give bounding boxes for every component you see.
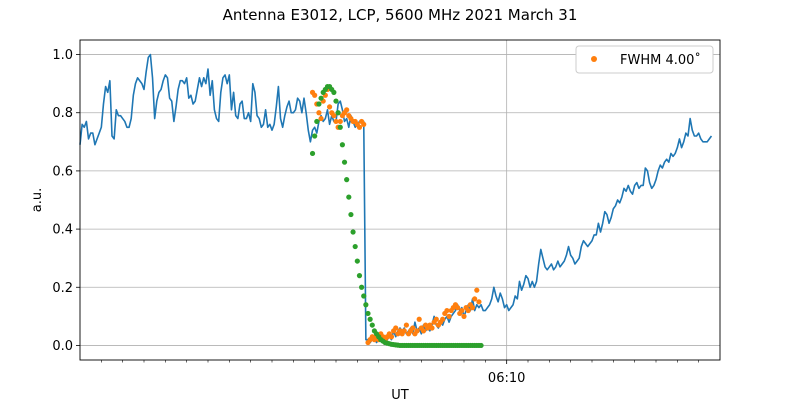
- y-tick-label: 0.6: [52, 164, 73, 179]
- grid-layer: [80, 40, 720, 360]
- series-1-point: [469, 305, 476, 311]
- series-2-point: [309, 150, 316, 157]
- series-2-point: [318, 95, 324, 101]
- series-1-point: [388, 334, 395, 340]
- series-1-point: [459, 307, 465, 314]
- series-1-point: [401, 328, 407, 334]
- axes-layer: 0.0 0.2 0.4 0.6 0.8 1.0 06:10: [52, 39, 721, 386]
- series-2-point: [344, 177, 350, 183]
- series-line-0: [79, 53, 713, 344]
- chart-title: Antenna E3012, LCP, 5600 MHz 2021 March …: [223, 6, 578, 24]
- series-2-point: [316, 101, 322, 107]
- series-2-point: [341, 159, 348, 165]
- series-1-point: [440, 316, 446, 322]
- y-tick-label: 0.8: [52, 106, 73, 121]
- series-1-point: [410, 325, 416, 331]
- series-2-point: [356, 273, 363, 279]
- series-2-point: [363, 302, 369, 308]
- series-1-point: [344, 107, 350, 113]
- series-1-point: [474, 287, 480, 293]
- plot-frame-border: [79, 39, 721, 361]
- series-1-point: [331, 113, 337, 119]
- series-1-point: [393, 325, 399, 331]
- series-1-point: [465, 307, 471, 314]
- legend-label-fwhm: FWHM 4.00˚: [620, 52, 701, 68]
- series-2-point: [359, 284, 365, 290]
- series-2-point: [335, 110, 341, 116]
- series-1-point: [316, 110, 322, 116]
- series-1-point: [455, 305, 461, 311]
- series-1-point: [312, 92, 318, 98]
- series-2-point: [312, 133, 318, 139]
- series-1-point: [414, 328, 420, 334]
- series-2-point: [365, 310, 371, 317]
- series-1-point: [333, 118, 339, 125]
- y-tick-label: 1.0: [52, 48, 73, 63]
- series-1-point: [416, 316, 422, 322]
- series-2-point: [354, 258, 360, 264]
- y-tick-label: 0.4: [52, 223, 73, 238]
- series-2-point: [348, 211, 354, 218]
- x-tick-label: 06:10: [488, 371, 525, 386]
- series-1-point: [318, 115, 324, 122]
- plot-area: [80, 40, 720, 360]
- y-tick-label: 0.2: [52, 281, 73, 296]
- series-1-point: [472, 296, 478, 302]
- series-1-point: [403, 322, 409, 328]
- series-2-point: [337, 124, 343, 130]
- y-tick-label: 0.0: [52, 339, 73, 354]
- x-axis-label: UT: [391, 388, 409, 400]
- legend: FWHM 4.00˚: [575, 45, 714, 74]
- series-2-point: [367, 316, 373, 322]
- legend-frame: [575, 45, 714, 74]
- series-2-point: [350, 229, 356, 235]
- series-1-point: [476, 299, 482, 305]
- series-2-point: [478, 342, 484, 349]
- series-2-point: [361, 293, 367, 299]
- series-2-point: [369, 322, 375, 328]
- series-1-point: [461, 313, 467, 319]
- y-axis-label: a.u.: [30, 188, 45, 212]
- series-1-point: [433, 316, 439, 322]
- series-2-point: [314, 118, 320, 125]
- legend-marker-fwhm: [591, 56, 597, 62]
- series-1-point: [429, 325, 435, 331]
- series-1-point: [361, 121, 367, 127]
- series-1-point: [446, 313, 452, 319]
- series-layer: [79, 53, 713, 349]
- series-2-point: [331, 89, 337, 95]
- series-1-point: [420, 328, 427, 334]
- series-2-point: [352, 243, 358, 250]
- series-2-point: [339, 142, 345, 148]
- series-1-point: [327, 104, 333, 110]
- series-2-point: [346, 194, 352, 200]
- series-1-point: [337, 118, 343, 125]
- series-2-point: [333, 98, 339, 104]
- series-1-point: [356, 124, 363, 130]
- series-1-point: [444, 307, 450, 314]
